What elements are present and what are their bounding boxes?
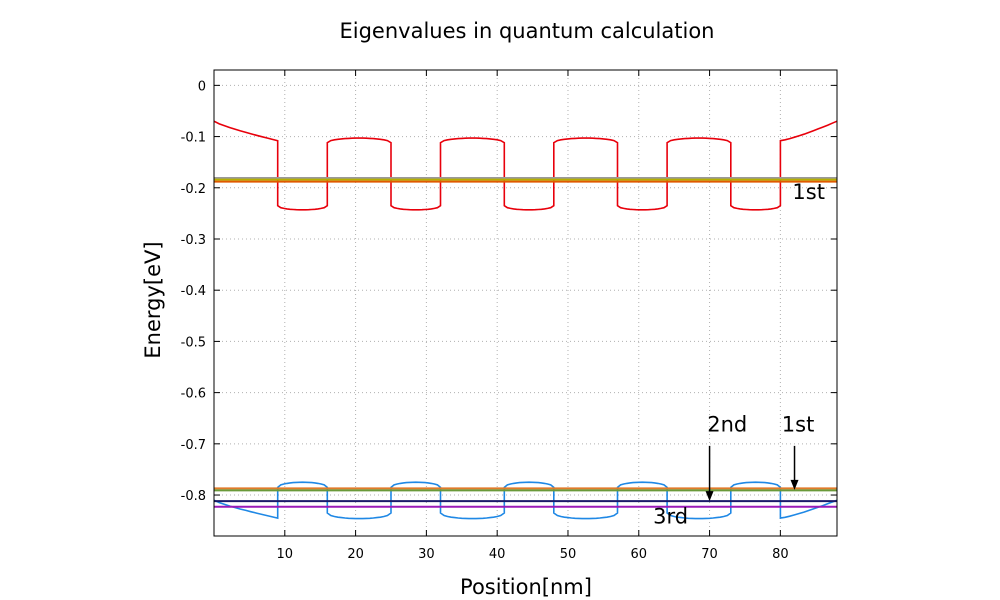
x-tick-label: 40: [489, 547, 506, 562]
y-tick-label: -0.7: [181, 438, 206, 453]
valence-band-line: [213, 481, 838, 520]
annotation-label: 3rd: [653, 505, 688, 529]
axis-ticks: 10 20 30 40 50 60 70 80 0 -0.1 -0.2 -0.3 -0.4 -0.5 -0.…: [181, 70, 837, 562]
conduction-band-line: [213, 120, 838, 211]
y-tick-label: -0.3: [181, 233, 206, 248]
chart-title: Eigenvalues in quantum calculation: [340, 19, 715, 43]
x-tick-label: 30: [418, 547, 435, 562]
annotation-label: 2nd: [707, 413, 747, 437]
y-tick-label: -0.2: [181, 182, 206, 197]
x-axis-label: Position[nm]: [460, 575, 592, 599]
plot-area: [213, 120, 838, 520]
annotation-label: 1st: [792, 180, 825, 204]
annotation-label: 1st: [782, 413, 815, 437]
x-tick-label: 50: [560, 547, 577, 562]
x-tick-label: 70: [701, 547, 718, 562]
y-tick-label: -0.6: [181, 387, 206, 402]
y-tick-label: -0.8: [181, 489, 206, 504]
annotation-arrow-head: [790, 479, 799, 490]
y-tick-label: -0.4: [181, 284, 206, 299]
x-tick-label: 10: [277, 547, 294, 562]
x-tick-label: 80: [772, 547, 789, 562]
grid-lines: [214, 70, 837, 536]
y-axis-label: Energy[eV]: [141, 241, 165, 358]
plot-frame: [213, 69, 838, 537]
x-tick-label: 20: [347, 547, 364, 562]
annotation-arrow-head: [705, 491, 714, 502]
annotations: 1st 2nd 1st 3rd: [653, 180, 825, 529]
y-tick-label: -0.5: [181, 335, 206, 350]
x-tick-label: 60: [630, 547, 647, 562]
y-tick-label: 0: [198, 79, 206, 94]
y-tick-label: -0.1: [181, 131, 206, 146]
